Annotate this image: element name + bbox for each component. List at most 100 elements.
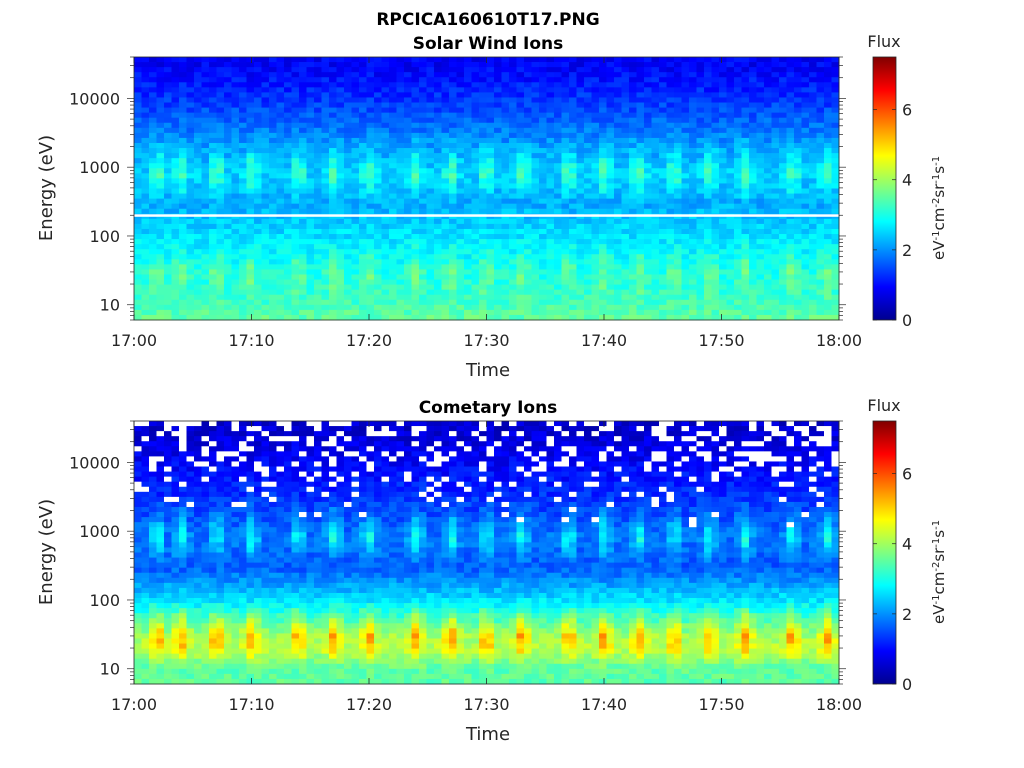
heatmap-cell bbox=[756, 208, 765, 215]
heatmap-cell bbox=[816, 249, 825, 255]
heatmap-cell bbox=[269, 107, 277, 114]
heatmap-cell bbox=[479, 67, 487, 73]
heatmap-cell bbox=[366, 208, 375, 215]
heatmap-cell bbox=[441, 137, 450, 144]
heatmap-cell bbox=[314, 244, 322, 250]
heatmap-cell bbox=[771, 314, 780, 321]
heatmap-cell bbox=[456, 92, 465, 98]
heatmap-cell bbox=[434, 137, 442, 144]
heatmap-cell bbox=[734, 299, 742, 306]
heatmap-cell bbox=[831, 148, 840, 154]
heatmap-cell bbox=[696, 112, 705, 119]
heatmap-cell bbox=[381, 148, 390, 154]
heatmap-cell bbox=[606, 178, 615, 184]
heatmap-cell bbox=[704, 92, 712, 98]
heatmap-cell bbox=[411, 137, 420, 144]
heatmap-cell bbox=[404, 142, 412, 149]
heatmap-cell bbox=[269, 97, 277, 103]
heatmap-cell bbox=[374, 259, 382, 265]
heatmap-cell bbox=[179, 234, 187, 240]
heatmap-cell bbox=[419, 77, 427, 83]
heatmap-cell bbox=[239, 158, 247, 164]
heatmap-cell bbox=[471, 158, 480, 164]
heatmap-cell bbox=[591, 127, 600, 134]
heatmap-cell bbox=[674, 304, 682, 311]
heatmap-cell bbox=[749, 183, 757, 189]
heatmap-cell bbox=[786, 264, 795, 270]
heatmap-cell bbox=[396, 87, 405, 93]
heatmap-cell bbox=[344, 269, 352, 275]
heatmap-cell bbox=[344, 239, 352, 245]
heatmap-cell bbox=[494, 72, 502, 78]
heatmap-cell bbox=[426, 198, 435, 205]
heatmap-cell bbox=[186, 249, 195, 255]
heatmap-cell bbox=[419, 274, 427, 280]
heatmap-cell bbox=[239, 234, 247, 240]
heatmap-cell bbox=[449, 148, 457, 154]
heatmap-cell bbox=[606, 274, 615, 280]
heatmap-cell bbox=[749, 223, 757, 230]
heatmap-cell bbox=[809, 107, 817, 114]
heatmap-cell bbox=[741, 107, 750, 114]
heatmap-cell bbox=[134, 142, 142, 149]
heatmap-cell bbox=[306, 97, 315, 103]
heatmap-cell bbox=[749, 77, 757, 83]
heatmap-cell bbox=[456, 193, 465, 200]
heatmap-cell bbox=[149, 57, 157, 63]
heatmap-cell bbox=[741, 67, 750, 73]
heatmap-cell bbox=[801, 57, 810, 63]
heatmap-cell bbox=[614, 137, 622, 144]
heatmap-cell bbox=[614, 249, 622, 255]
heatmap-cell bbox=[314, 107, 322, 114]
heatmap-cell bbox=[696, 132, 705, 139]
heatmap-cell bbox=[674, 208, 682, 215]
heatmap-cell bbox=[149, 259, 157, 265]
heatmap-cell bbox=[291, 274, 300, 280]
heatmap-cell bbox=[179, 208, 187, 215]
heatmap-cell bbox=[711, 218, 720, 225]
heatmap-cell bbox=[164, 269, 172, 275]
heatmap-cell bbox=[156, 223, 165, 230]
heatmap-cell bbox=[546, 254, 555, 260]
heatmap-cell bbox=[141, 102, 150, 108]
heatmap-cell bbox=[509, 289, 517, 296]
heatmap-cell bbox=[756, 304, 765, 311]
heatmap-cell bbox=[524, 239, 532, 245]
heatmap-cell bbox=[816, 244, 825, 250]
heatmap-cell bbox=[314, 122, 322, 129]
heatmap-cell bbox=[539, 203, 547, 210]
heatmap-cell bbox=[239, 188, 247, 194]
heatmap-cell bbox=[254, 77, 262, 83]
heatmap-cell bbox=[156, 163, 165, 169]
heatmap-cell bbox=[209, 137, 217, 144]
heatmap-cell bbox=[719, 127, 727, 134]
heatmap-cell bbox=[816, 203, 825, 210]
heatmap-cell bbox=[764, 203, 772, 210]
heatmap-cell bbox=[261, 92, 270, 98]
heatmap-cell bbox=[254, 264, 262, 270]
heatmap-cell bbox=[711, 158, 720, 164]
heatmap-cell bbox=[149, 97, 157, 103]
heatmap-cell bbox=[254, 239, 262, 245]
heatmap-cell bbox=[231, 67, 240, 73]
heatmap-cell bbox=[464, 254, 472, 260]
heatmap-cell bbox=[284, 102, 292, 108]
heatmap-cell bbox=[591, 269, 600, 275]
heatmap-cell bbox=[449, 299, 457, 306]
heatmap-cell bbox=[449, 87, 457, 93]
heatmap-cell bbox=[374, 62, 382, 68]
heatmap-cell bbox=[786, 97, 795, 103]
heatmap-cell bbox=[306, 244, 315, 250]
heatmap-cell bbox=[681, 112, 690, 119]
heatmap-cell bbox=[621, 137, 630, 144]
heatmap-cell bbox=[276, 304, 285, 311]
heatmap-cell bbox=[666, 249, 675, 255]
heatmap-cell bbox=[591, 304, 600, 311]
heatmap-cell bbox=[149, 264, 157, 270]
heatmap-cell bbox=[494, 239, 502, 245]
heatmap-cell bbox=[636, 163, 645, 169]
heatmap-cell bbox=[254, 299, 262, 306]
heatmap-cell bbox=[689, 137, 697, 144]
heatmap-cell bbox=[546, 122, 555, 129]
heatmap-cell bbox=[554, 72, 562, 78]
